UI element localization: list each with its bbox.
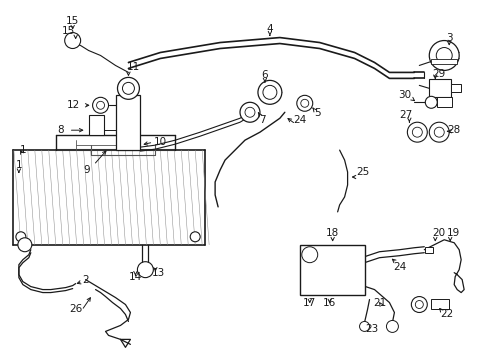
Circle shape [240,102,260,122]
Circle shape [137,262,153,278]
Circle shape [428,122,448,142]
Text: 26: 26 [69,305,82,315]
Text: 7: 7 [258,115,264,125]
Text: 24: 24 [392,262,405,272]
Text: 27: 27 [399,110,412,120]
Circle shape [258,80,281,104]
Text: 13: 13 [151,267,164,278]
Circle shape [411,127,422,137]
Bar [436,97,451,107]
Text: 11: 11 [126,62,140,72]
Text: 29: 29 [432,69,445,80]
Text: 1: 1 [16,160,22,170]
Bar [425,247,432,253]
Circle shape [296,95,312,111]
Text: 14: 14 [128,272,142,282]
Text: 20: 20 [432,228,445,238]
Text: 22: 22 [440,310,453,319]
Bar [88,115,103,135]
Text: 19: 19 [446,228,459,238]
Circle shape [410,297,427,312]
Text: 23: 23 [364,324,377,334]
Text: 21: 21 [372,297,386,307]
Circle shape [301,247,317,263]
Circle shape [407,122,427,142]
Circle shape [96,101,104,109]
Bar [430,298,448,309]
Text: 1: 1 [20,145,26,155]
Text: 28: 28 [447,125,460,135]
Circle shape [117,77,139,99]
Bar [450,84,460,92]
Text: 9: 9 [83,165,90,175]
Text: 2: 2 [82,275,89,285]
Text: 12: 12 [67,100,80,110]
Circle shape [359,321,369,332]
Text: 24: 24 [293,115,306,125]
Text: 17: 17 [303,297,316,307]
Circle shape [92,97,108,113]
Text: 15: 15 [66,15,79,26]
Circle shape [435,48,451,63]
Text: 25: 25 [355,167,368,177]
Bar [428,80,450,97]
Circle shape [428,41,458,71]
Circle shape [16,232,26,242]
Circle shape [414,301,423,309]
Text: 10: 10 [153,137,166,147]
Circle shape [433,127,443,137]
Circle shape [64,32,81,49]
Text: 18: 18 [325,228,339,238]
Text: 6: 6 [261,71,268,80]
Text: 8: 8 [57,125,64,135]
Circle shape [425,96,436,108]
Text: 30: 30 [397,90,410,100]
Circle shape [386,320,398,332]
Circle shape [122,82,134,94]
Circle shape [18,238,32,252]
Circle shape [263,85,276,99]
Text: 15: 15 [62,26,75,36]
Circle shape [300,99,308,107]
Text: 4: 4 [266,24,273,33]
Text: 3: 3 [445,32,451,42]
Bar [299,245,364,294]
Bar [430,59,456,64]
Bar [116,95,140,150]
Circle shape [244,107,254,117]
Circle shape [190,232,200,242]
Text: 5: 5 [314,108,321,118]
Text: 16: 16 [323,297,336,307]
